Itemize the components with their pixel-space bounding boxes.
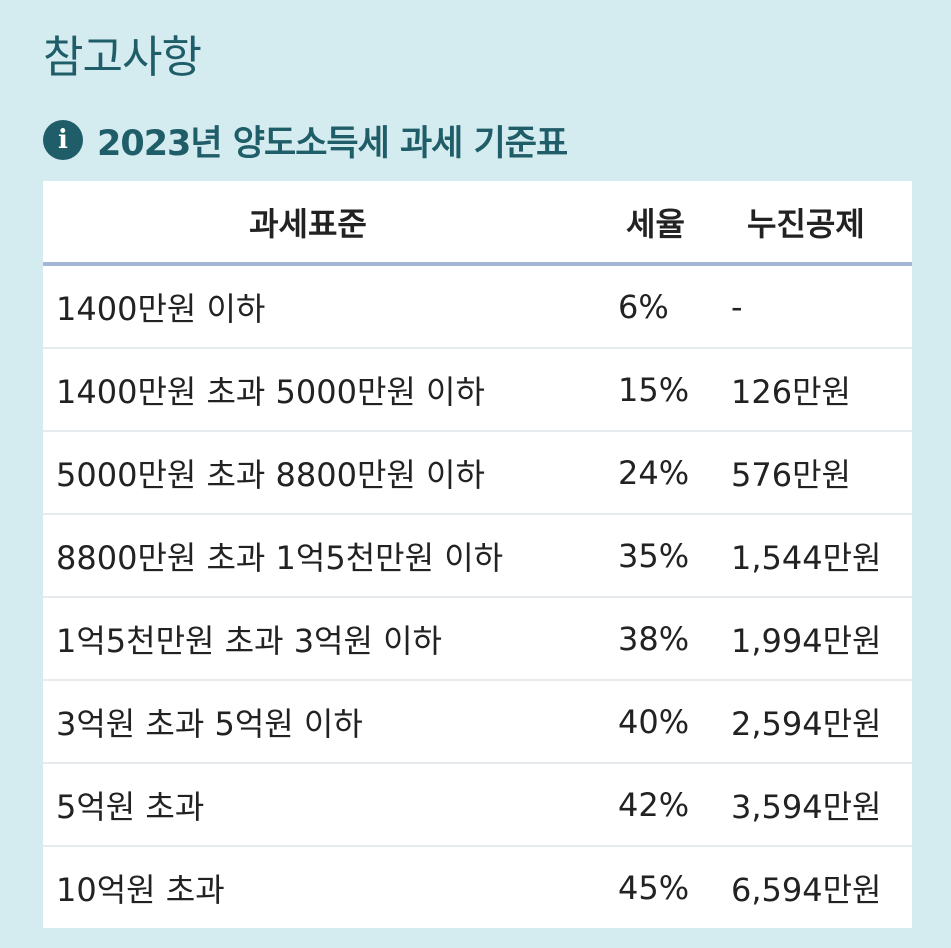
cell-deduction: 6,594만원 bbox=[731, 870, 882, 909]
cell-rate: 42% bbox=[618, 785, 690, 824]
table-row: 8800만원 초과 1억5천만원 이하 35% 1,544만원 bbox=[43, 515, 912, 598]
table-row: 5억원 초과 42% 3,594만원 bbox=[43, 764, 912, 847]
section-heading: i 2023년 양도소득세 과세 기준표 bbox=[43, 112, 568, 168]
info-icon: i bbox=[43, 120, 83, 160]
cell-rate: 15% bbox=[618, 370, 690, 409]
cell-rate: 24% bbox=[618, 453, 690, 492]
column-header-tax-base: 과세표준 bbox=[249, 204, 367, 243]
column-header-deduction: 누진공제 bbox=[747, 204, 865, 243]
cell-deduction: 3,594만원 bbox=[731, 787, 882, 826]
cell-tax-base: 8800만원 초과 1억5천만원 이하 bbox=[56, 538, 504, 577]
cell-rate: 35% bbox=[618, 536, 690, 575]
cell-rate: 38% bbox=[618, 619, 690, 658]
cell-rate: 6% bbox=[618, 287, 669, 326]
cell-deduction: 576만원 bbox=[731, 455, 851, 494]
cell-deduction: 1,994만원 bbox=[731, 621, 882, 660]
tax-table: 과세표준 세율 누진공제 1400만원 이하 6% - 1400만원 초과 50… bbox=[43, 181, 912, 928]
page-title: 참고사항 bbox=[43, 32, 202, 83]
cell-deduction: 1,544만원 bbox=[731, 538, 882, 577]
section-heading-text: 2023년 양도소득세 과세 기준표 bbox=[97, 123, 568, 164]
cell-tax-base: 3억원 초과 5억원 이하 bbox=[56, 704, 363, 743]
cell-deduction: - bbox=[731, 287, 743, 326]
cell-tax-base: 1억5천만원 초과 3억원 이하 bbox=[56, 621, 442, 660]
table-row: 1400만원 이하 6% - bbox=[43, 266, 912, 349]
cell-tax-base: 10억원 초과 bbox=[56, 870, 225, 909]
table-row: 10억원 초과 45% 6,594만원 bbox=[43, 847, 912, 928]
table-row: 1400만원 초과 5000만원 이하 15% 126만원 bbox=[43, 349, 912, 432]
cell-tax-base: 5000만원 초과 8800만원 이하 bbox=[56, 455, 485, 494]
cell-tax-base: 5억원 초과 bbox=[56, 787, 205, 826]
cell-rate: 40% bbox=[618, 702, 690, 741]
column-header-rate: 세율 bbox=[626, 204, 685, 243]
cell-tax-base: 1400만원 이하 bbox=[56, 289, 266, 328]
table-row: 1억5천만원 초과 3억원 이하 38% 1,994만원 bbox=[43, 598, 912, 681]
table-header: 과세표준 세율 누진공제 bbox=[43, 181, 912, 266]
cell-deduction: 126만원 bbox=[731, 372, 851, 411]
cell-rate: 45% bbox=[618, 868, 690, 907]
cell-tax-base: 1400만원 초과 5000만원 이하 bbox=[56, 372, 485, 411]
cell-deduction: 2,594만원 bbox=[731, 704, 882, 743]
table-row: 3억원 초과 5억원 이하 40% 2,594만원 bbox=[43, 681, 912, 764]
table-row: 5000만원 초과 8800만원 이하 24% 576만원 bbox=[43, 432, 912, 515]
